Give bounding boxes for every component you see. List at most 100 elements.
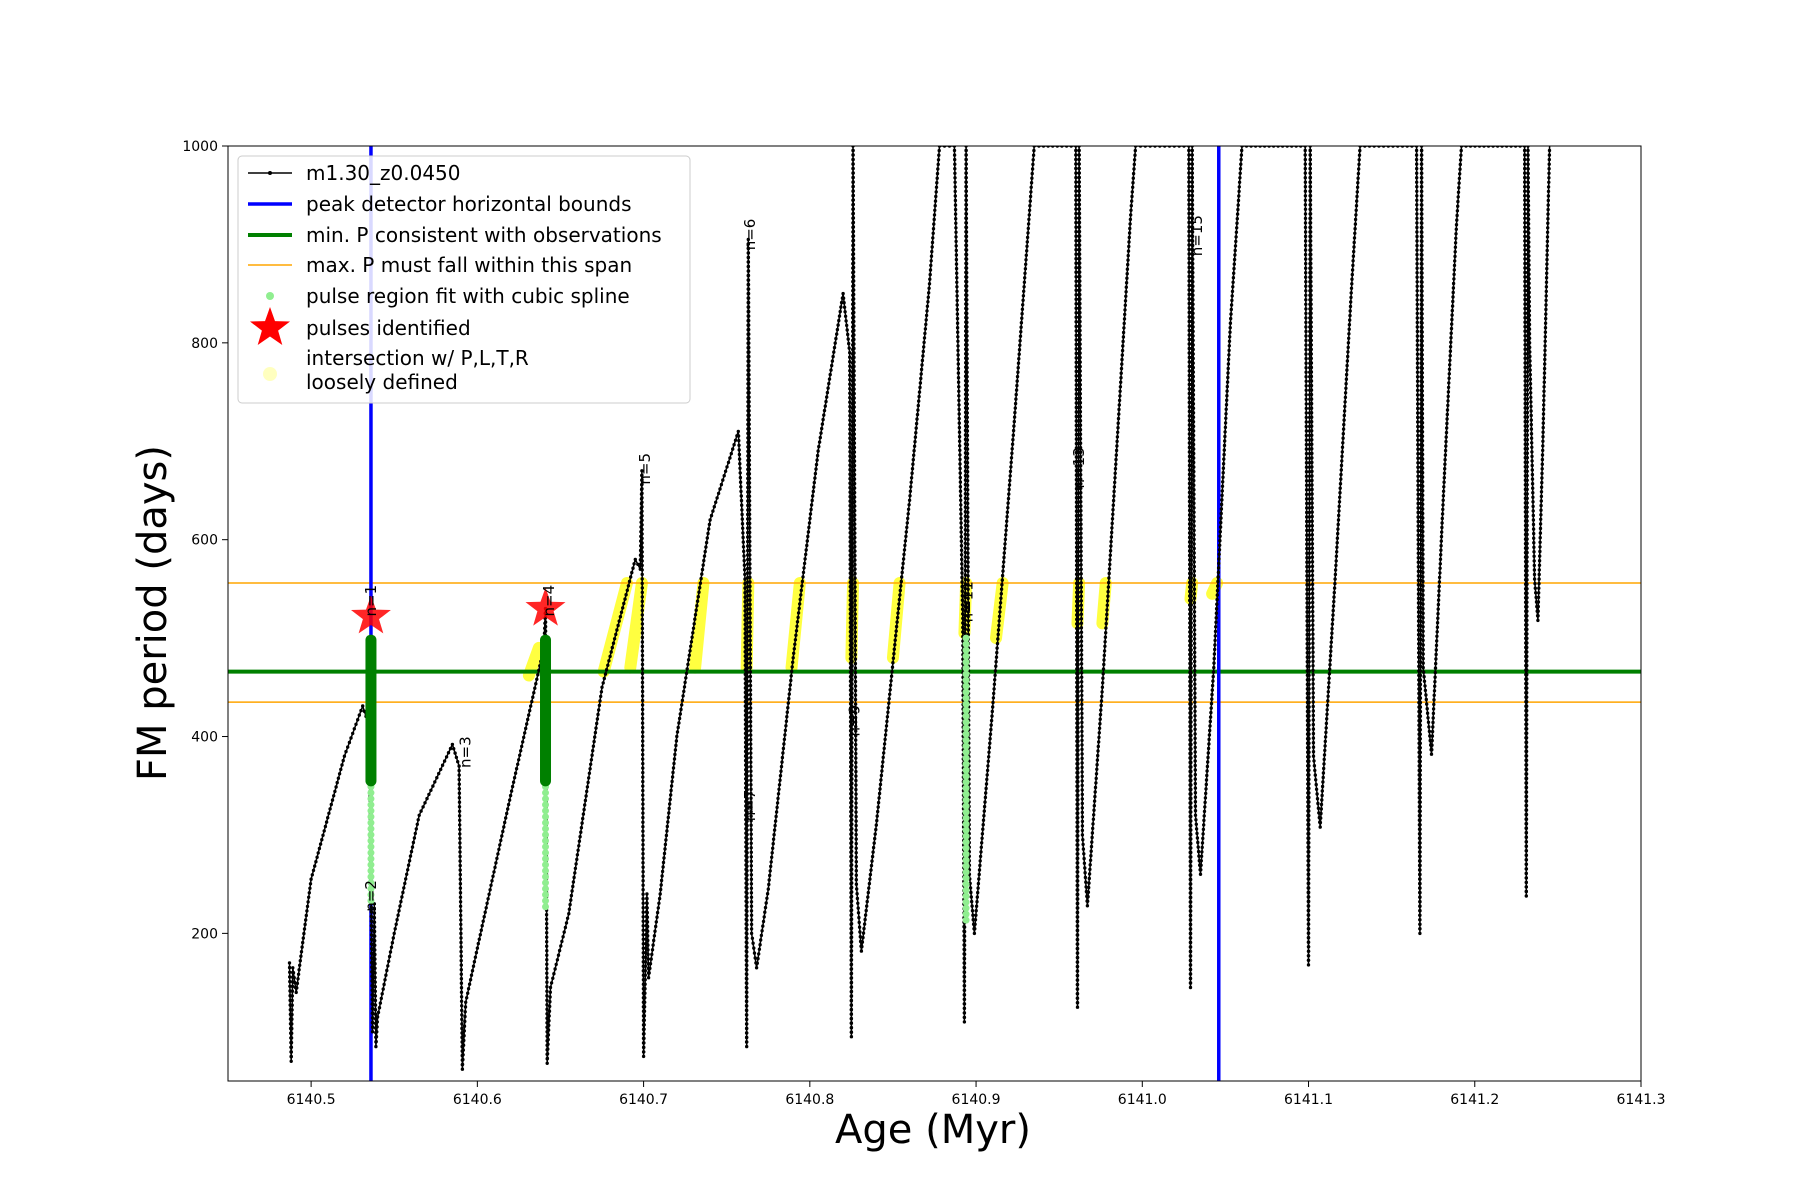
track-point (1074, 193, 1078, 198)
track-point (545, 1012, 549, 1016)
track-point (881, 755, 885, 760)
track-point (1075, 1005, 1080, 1009)
track-point (747, 336, 751, 341)
track-point (738, 471, 742, 475)
track-point (1308, 148, 1312, 153)
track-point (745, 657, 750, 661)
track-point (1103, 644, 1107, 648)
track-point (1192, 447, 1196, 451)
track-point (753, 956, 757, 960)
track-point (794, 633, 798, 637)
track-point (959, 539, 964, 543)
track-point (1214, 611, 1219, 615)
track-point (460, 1062, 465, 1067)
track-point (661, 865, 665, 869)
track-point (1195, 836, 1200, 840)
track-point (745, 729, 749, 733)
track-point (913, 440, 917, 444)
track-point (953, 185, 957, 189)
track-point (1117, 398, 1122, 403)
track-point (749, 832, 753, 836)
plot-area: n=1n=2n=3n=4n=5n=6n=7n=9n=11n=13n=15 (227, 145, 1642, 1082)
track-point (1093, 790, 1097, 794)
track-point (1105, 603, 1110, 607)
track-point (1011, 428, 1016, 433)
track-point (458, 891, 463, 895)
track-point (666, 820, 670, 824)
track-point (1078, 283, 1082, 288)
track-point (849, 931, 854, 935)
track-point (1076, 847, 1080, 852)
track-point (548, 985, 553, 990)
track-point (1124, 290, 1128, 294)
track-point (688, 649, 692, 653)
track-point (965, 456, 970, 460)
track-point (547, 1009, 552, 1013)
track-point (326, 816, 330, 820)
track-point (954, 235, 958, 239)
track-point (1113, 480, 1117, 485)
track-point (849, 912, 854, 917)
track-point (653, 929, 657, 933)
track-point (820, 426, 824, 431)
track-point (1080, 770, 1084, 774)
track-point (743, 645, 747, 649)
track-point (782, 742, 786, 746)
track-point (916, 403, 920, 408)
track-point (640, 554, 644, 559)
track-point (640, 595, 644, 599)
track-point (745, 724, 749, 729)
track-point (546, 1028, 551, 1032)
track-point (385, 968, 389, 973)
track-point (1010, 447, 1014, 451)
track-point (1188, 918, 1193, 922)
track-point (1307, 623, 1311, 628)
track-point (1192, 460, 1196, 465)
track-point (1191, 307, 1195, 311)
track-point (1116, 426, 1120, 430)
track-point (1307, 700, 1311, 705)
track-point (850, 537, 854, 542)
track-point (964, 194, 968, 198)
track-point (680, 698, 685, 703)
track-point (848, 364, 852, 368)
track-point (556, 953, 561, 957)
track-point (830, 359, 835, 363)
track-point (532, 691, 536, 695)
track-point (1026, 222, 1031, 226)
track-point (641, 874, 645, 878)
track-point (1193, 795, 1198, 799)
track-point (373, 943, 377, 947)
track-point (965, 451, 970, 456)
track-point (965, 311, 969, 316)
track-point (1190, 157, 1194, 162)
track-point (641, 766, 645, 770)
track-point (745, 760, 749, 765)
track-point (1009, 465, 1013, 469)
track-point (960, 598, 965, 602)
track-point (335, 780, 339, 785)
track-point (1309, 383, 1314, 388)
track-point (797, 606, 801, 611)
track-point (1192, 564, 1197, 569)
track-point (459, 963, 463, 967)
track-point (1076, 725, 1080, 730)
track-point (846, 332, 850, 337)
track-point (963, 631, 967, 636)
track-point (1189, 873, 1193, 877)
track-point (1200, 850, 1204, 854)
track-point (526, 717, 530, 722)
track-point (1193, 723, 1197, 727)
track-point (1079, 495, 1083, 499)
track-point (800, 584, 804, 588)
track-point (657, 896, 662, 901)
track-point (748, 616, 752, 620)
track-point (1191, 370, 1196, 374)
track-point (1196, 840, 1200, 845)
track-point (452, 747, 456, 751)
track-point (1193, 736, 1197, 741)
track-point (466, 991, 470, 995)
track-point (465, 996, 469, 1000)
track-point (1078, 401, 1083, 405)
track-point (1305, 565, 1309, 569)
